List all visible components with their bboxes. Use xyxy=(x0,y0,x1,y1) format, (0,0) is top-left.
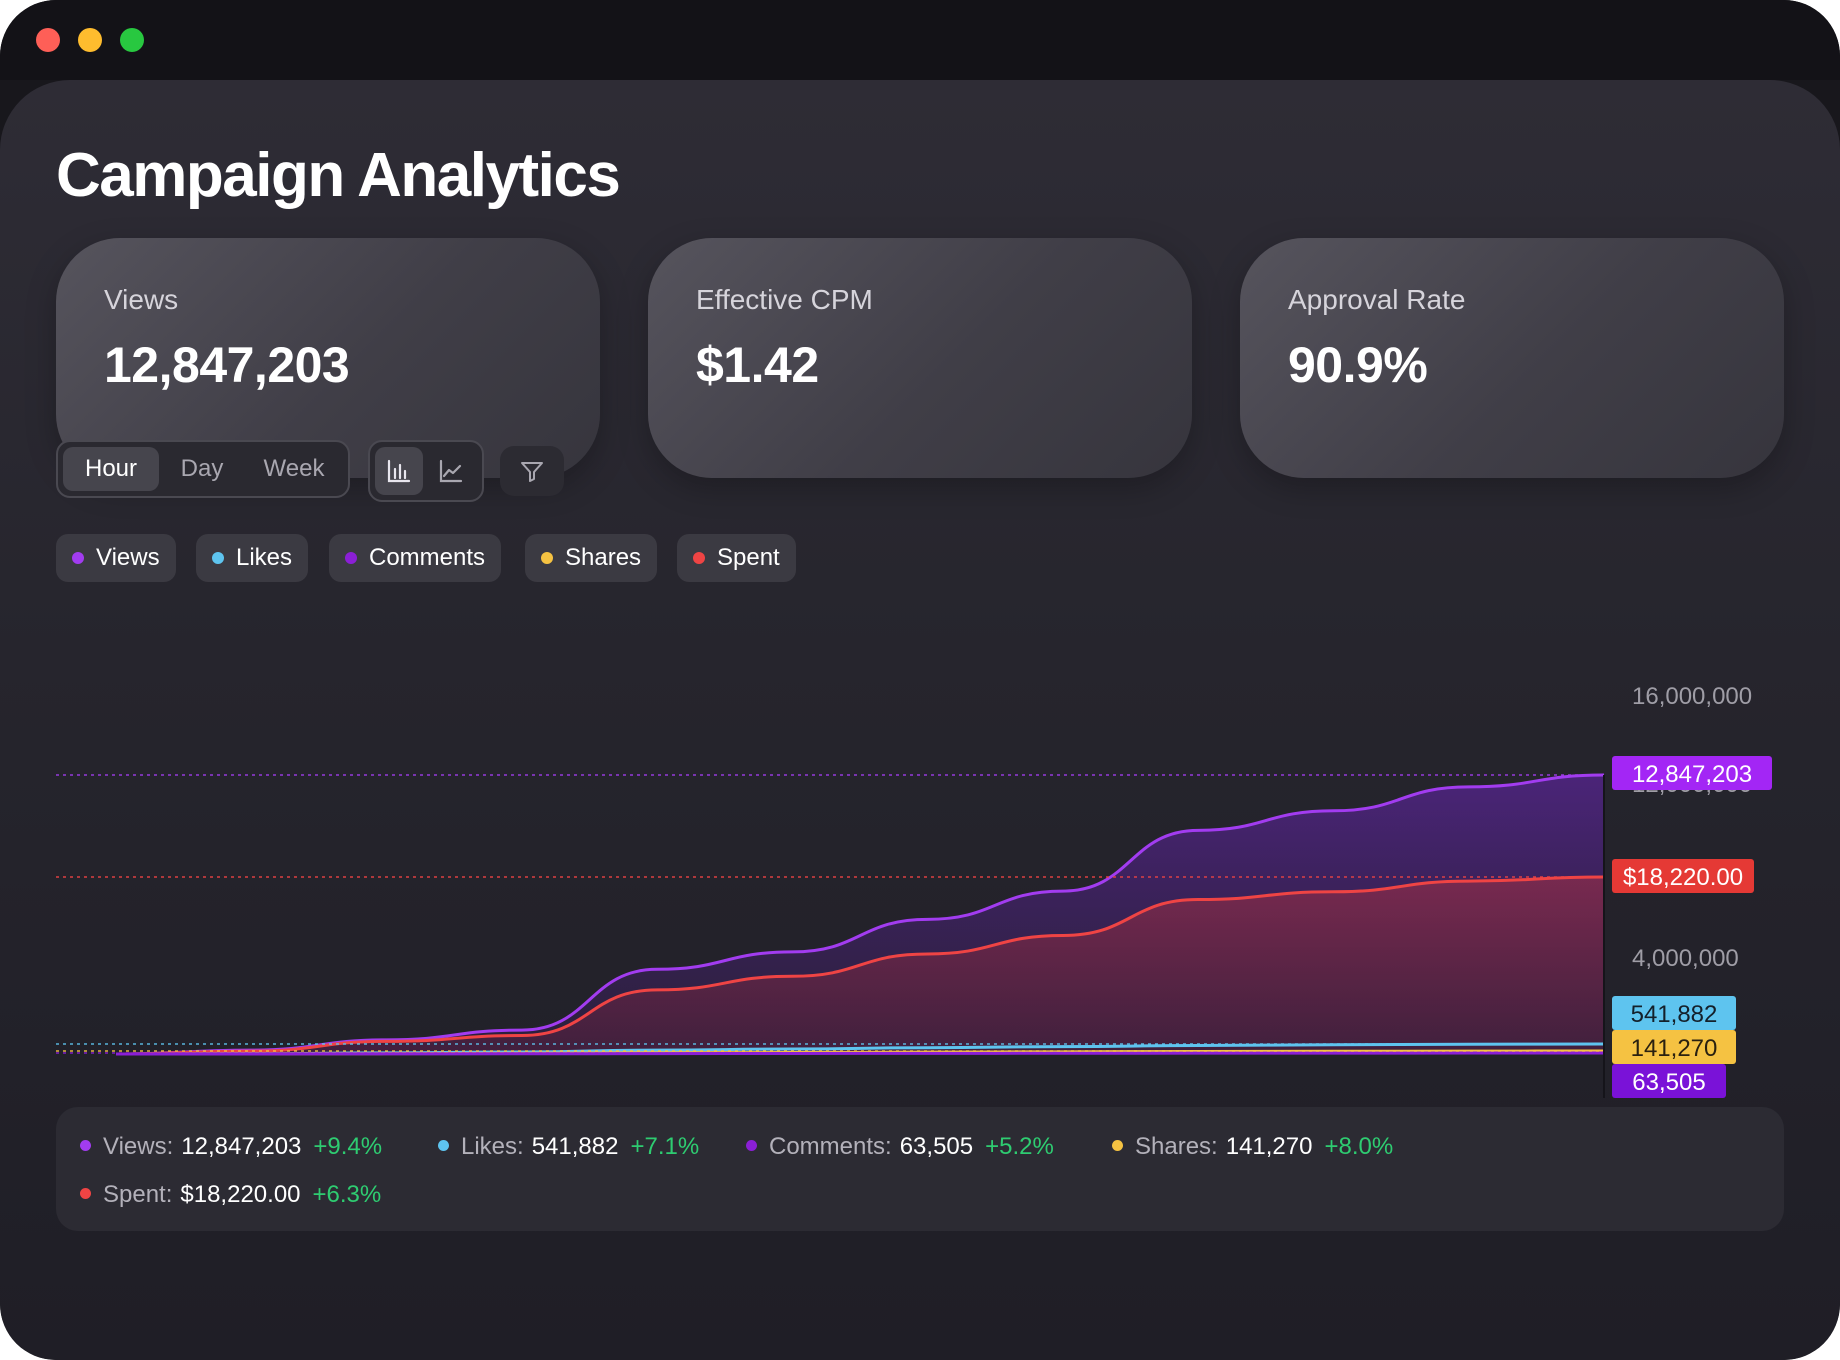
chart-view-toggle xyxy=(368,440,484,502)
chip-label: Shares xyxy=(565,544,642,571)
bar-chart-icon xyxy=(387,459,411,483)
summary-value: 141,270 xyxy=(1225,1133,1313,1160)
comments-color-dot xyxy=(345,552,357,564)
stat-value: 12,847,203 xyxy=(104,337,350,393)
time-range-hour-button[interactable]: Hour xyxy=(63,447,159,491)
summary-bar: Views: 12,847,203 +9.4% Likes: 541,882 +7.1%… xyxy=(56,1107,1784,1231)
likes-color-dot xyxy=(438,1140,449,1151)
spent-color-dot xyxy=(693,552,705,564)
summary-delta: +5.2% xyxy=(985,1133,1054,1160)
stat-card-effective-cpm: Effective CPM $1.42 xyxy=(648,238,1192,478)
stat-value: 90.9% xyxy=(1288,337,1428,393)
spent-value-badge: $18,220.00 xyxy=(1612,859,1754,893)
likes-value-badge: 541,882 xyxy=(1612,996,1736,1030)
summary-delta: +9.4% xyxy=(313,1133,383,1160)
summary-delta: +7.1% xyxy=(630,1133,700,1160)
stat-label: Effective CPM xyxy=(696,284,873,315)
spent-line xyxy=(115,875,1605,1056)
spent-color-dot xyxy=(80,1188,91,1199)
summary-label: Likes: xyxy=(461,1133,524,1160)
summary-comments: Comments: 63,505 +5.2% xyxy=(746,1133,1054,1161)
summary-likes: Likes: 541,882 +7.1% xyxy=(438,1133,699,1161)
summary-delta: +6.3% xyxy=(312,1181,382,1208)
metric-chip-shares[interactable]: Shares xyxy=(525,534,658,582)
shares-color-dot xyxy=(1112,1140,1123,1151)
metric-chip-views[interactable]: Views xyxy=(56,534,176,582)
chip-label: Spent xyxy=(717,544,780,571)
page-title: Campaign Analytics xyxy=(56,141,621,210)
summary-value: 541,882 xyxy=(531,1133,619,1160)
summary-label: Views: xyxy=(103,1133,174,1160)
filter-button[interactable] xyxy=(500,446,564,496)
bar-chart-view-button[interactable] xyxy=(375,447,423,495)
shares-badge-background xyxy=(1612,1030,1736,1064)
summary-value: 12,847,203 xyxy=(181,1133,302,1160)
spent-badge-label: $18,220.00 xyxy=(1623,864,1743,891)
stat-card-views: Views 12,847,203 xyxy=(56,238,600,478)
stat-label: Approval Rate xyxy=(1288,284,1466,315)
summary-value: $18,220.00 xyxy=(180,1181,301,1208)
summary-delta: +8.0% xyxy=(1324,1133,1394,1160)
views-badge-background xyxy=(1612,756,1772,790)
metric-chip-comments[interactable]: Comments xyxy=(329,534,502,582)
summary-label: Spent: xyxy=(103,1181,173,1208)
comments-badge-label: 63,505 xyxy=(1632,1069,1705,1096)
likes-badge-label: 541,882 xyxy=(1631,1001,1718,1028)
views-value-badge: 12,847,203 xyxy=(1612,756,1772,790)
likes-color-dot xyxy=(212,552,224,564)
summary-label: Shares: xyxy=(1135,1133,1218,1160)
time-range-day-button[interactable]: Day xyxy=(180,455,224,482)
shares-badge-label: 141,270 xyxy=(1631,1035,1718,1062)
minimize-button[interactable] xyxy=(78,28,102,52)
stat-value: $1.42 xyxy=(696,337,819,393)
views-color-dot xyxy=(72,552,84,564)
close-button[interactable] xyxy=(36,28,60,52)
filter-icon xyxy=(521,462,543,482)
time-range-week-button[interactable]: Week xyxy=(263,455,325,482)
metric-chip-spent[interactable]: Spent xyxy=(677,534,796,582)
summary-views: Views: 12,847,203 +9.4% xyxy=(80,1133,382,1161)
spent-badge-background xyxy=(1612,859,1754,893)
shares-color-dot xyxy=(541,552,553,564)
y-tick-label: 4,000,000 xyxy=(1632,945,1739,972)
chip-label: Comments xyxy=(369,544,486,571)
chip-label: Likes xyxy=(236,544,293,571)
comments-value-badge: 63,505 xyxy=(1612,1064,1726,1098)
line-chart-view-button[interactable] xyxy=(427,447,475,495)
stat-label: Views xyxy=(104,284,179,315)
title-bar xyxy=(0,0,1840,80)
line-chart-icon xyxy=(439,459,463,483)
views-color-dot xyxy=(80,1140,91,1151)
metric-chip-likes[interactable]: Likes xyxy=(196,534,309,582)
comments-color-dot xyxy=(746,1140,757,1151)
time-range-selector: Hour Day Week xyxy=(56,440,350,498)
views-badge-label: 12,847,203 xyxy=(1632,761,1752,788)
zoom-button[interactable] xyxy=(120,28,144,52)
y-tick-label: 16,000,000 xyxy=(1632,683,1752,710)
stat-card-approval-rate: Approval Rate 90.9% xyxy=(1240,238,1784,478)
summary-label: Comments: xyxy=(769,1133,892,1160)
summary-value: 63,505 xyxy=(899,1133,974,1160)
shares-value-badge: 141,270 xyxy=(1612,1030,1736,1064)
comments-badge-background xyxy=(1612,1064,1726,1098)
likes-badge-background xyxy=(1612,996,1736,1030)
summary-spent: Spent: $18,220.00 +6.3% xyxy=(80,1181,381,1209)
chip-label: Views xyxy=(96,544,160,571)
summary-shares: Shares: 141,270 +8.0% xyxy=(1112,1133,1393,1161)
